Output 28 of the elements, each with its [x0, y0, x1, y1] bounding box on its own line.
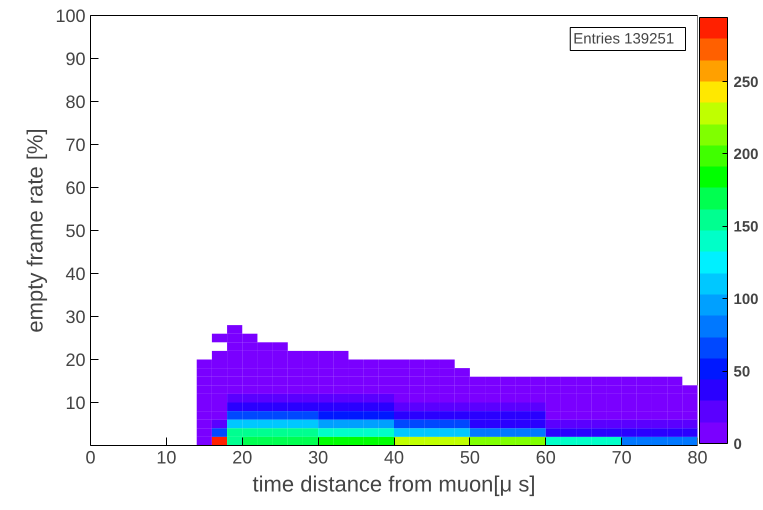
x-tick-label: 10	[156, 448, 176, 468]
x-tick-label: 20	[232, 448, 252, 468]
color-bar-label: 50	[734, 364, 750, 381]
y-tick-label: 60	[65, 178, 86, 198]
y-axis-title: empty frame rate [%]	[22, 128, 48, 333]
y-tick-label: 90	[65, 49, 86, 69]
x-tick-label: 80	[687, 448, 708, 468]
y-tick-label: 50	[65, 221, 86, 241]
x-tick-label: 70	[612, 448, 632, 468]
x-tick-label: 40	[384, 448, 404, 468]
y-tick-label: 100	[55, 6, 86, 26]
color-bar-label: 200	[734, 146, 759, 164]
y-tick-label: 30	[65, 307, 86, 327]
x-tick-label: 30	[308, 448, 328, 468]
y-tick-label: 20	[65, 350, 86, 370]
color-bar-label: 0	[734, 436, 742, 453]
y-tick-label: 80	[65, 92, 86, 112]
color-bar-label: 150	[734, 218, 759, 236]
color-bar-label: 250	[734, 74, 759, 91]
y-tick-label: 10	[65, 393, 86, 413]
y-tick-label: 40	[65, 264, 86, 284]
x-tick-label: 50	[460, 448, 480, 468]
y-tick-label: 70	[65, 135, 86, 155]
x-tick-label: 0	[85, 448, 96, 468]
x-tick-label: 60	[536, 448, 556, 468]
x-axis-title: time distance from muon[μ s]	[252, 472, 536, 496]
annotation: Entries 139251	[573, 30, 674, 48]
color-bar-label: 100	[734, 291, 759, 308]
